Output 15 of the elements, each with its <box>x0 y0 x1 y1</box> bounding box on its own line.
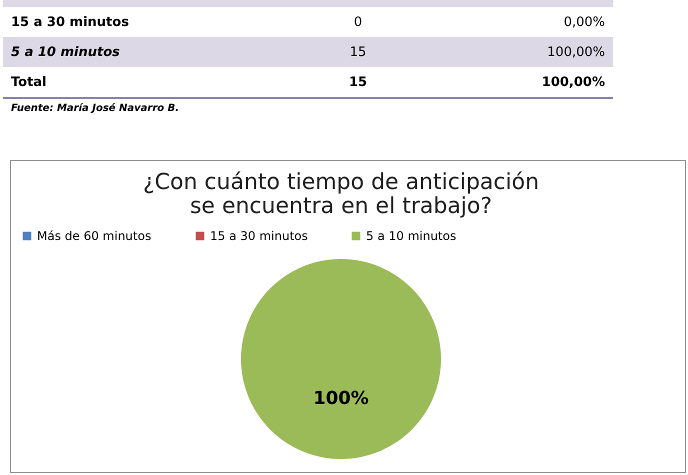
chart-title: ¿Con cuánto tiempo de anticipación se encuentra en el trabajo? <box>142 170 540 219</box>
text: 100,00% <box>540 74 606 90</box>
text: 15 <box>348 44 368 60</box>
legend-label: Más de 60 minutos <box>37 229 152 243</box>
legend-label: 5 a 10 minutos <box>366 229 456 243</box>
text: 15 a 30 minutos <box>10 14 130 30</box>
text: 0,00% <box>562 14 606 30</box>
text: Total <box>10 74 48 90</box>
text: 100,00% <box>546 44 606 60</box>
text: 0 <box>352 14 364 30</box>
source-note: Fuente: María José Navarro B. <box>3 97 613 118</box>
text: 15 <box>348 74 368 90</box>
text: 5 a 10 minutos <box>10 44 121 60</box>
data-label: 100% <box>313 388 369 409</box>
legend-label: 15 a 30 minutos <box>210 229 308 243</box>
